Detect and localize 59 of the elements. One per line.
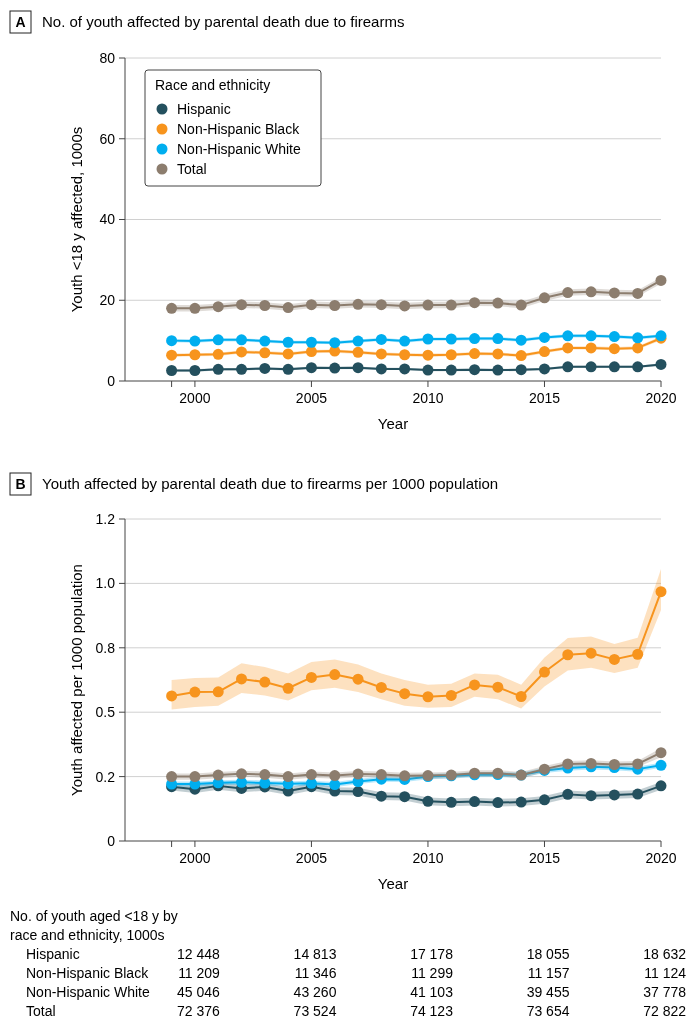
text: A: [15, 14, 26, 30]
text: 37 778: [643, 984, 686, 1000]
y-axis-title: Youth affected per 1000 population: [68, 564, 85, 796]
x-tick-label: 2000: [179, 850, 211, 866]
legend-label: Hispanic: [177, 100, 231, 117]
text: 18 632: [643, 946, 686, 962]
y-tick-label: 0: [107, 372, 116, 389]
y-tick-label: 60: [99, 130, 116, 147]
text: 11 299: [411, 965, 453, 981]
y-tick-label: 40: [99, 211, 116, 228]
chart-title: No. of youth affected by parental death due to firearms: [42, 13, 405, 30]
y-tick-label: 1.0: [95, 575, 116, 592]
text: 11 157: [527, 965, 570, 981]
x-tick-label: 2010: [412, 850, 444, 866]
legend-label: Total: [177, 160, 207, 177]
chart-title: Youth affected by parental death due to firearms per 1000 population: [42, 475, 499, 492]
text: B: [15, 476, 26, 492]
text: 72 376: [177, 1003, 220, 1019]
y-tick-label: 0.2: [95, 768, 116, 785]
text: 12 448: [177, 946, 220, 962]
text: No. of youth aged <18 y by race and ethnicity, 1000s: [10, 908, 178, 943]
x-tick-label: 2020: [645, 850, 677, 866]
text: 73 524: [293, 1003, 337, 1019]
y-tick-label: 0.8: [95, 639, 116, 656]
x-tick-label: 2005: [295, 390, 328, 406]
text: 43 260: [293, 984, 337, 1000]
x-tick-label: 2010: [412, 390, 444, 406]
text: 11 124: [644, 965, 686, 981]
text: 45 046: [177, 984, 220, 1000]
text: 72 822: [643, 1003, 686, 1019]
x-tick-label: 2015: [528, 390, 561, 406]
text: 11 209: [178, 965, 220, 981]
y-tick-label: 0: [107, 832, 116, 849]
category-label: Hispanic: [26, 946, 80, 962]
text: 11 346: [294, 965, 337, 981]
text: 41 103: [410, 984, 453, 1000]
text: 39 455: [526, 984, 570, 1000]
y-tick-label: 0.5: [95, 704, 116, 721]
y-tick-label: 80: [99, 49, 116, 66]
text: 74 123: [410, 1003, 453, 1019]
category-label: Total: [26, 1003, 56, 1019]
legend-label: Non-Hispanic Black: [177, 120, 301, 137]
x-tick-label: 2000: [179, 390, 211, 406]
x-axis-title: Year: [377, 875, 409, 892]
category-label: Non-Hispanic Black: [26, 965, 149, 981]
x-tick-label: 2005: [295, 850, 328, 866]
x-tick-label: 2020: [645, 390, 677, 406]
text: 17 178: [410, 946, 453, 962]
y-tick-label: 1.2: [95, 510, 116, 527]
x-axis-title: Year: [377, 415, 409, 432]
y-axis-title: Youth <18 y affected, 1000s: [68, 126, 85, 313]
text: 73 654: [526, 1003, 570, 1019]
legend-label: Non-Hispanic White: [177, 140, 301, 157]
legend-title: Race and ethnicity: [155, 77, 271, 93]
text: 18 055: [526, 946, 570, 962]
x-tick-label: 2015: [528, 850, 561, 866]
y-tick-label: 20: [99, 292, 116, 309]
text: 14 813: [293, 946, 337, 962]
category-label: Non-Hispanic White: [26, 984, 150, 1000]
